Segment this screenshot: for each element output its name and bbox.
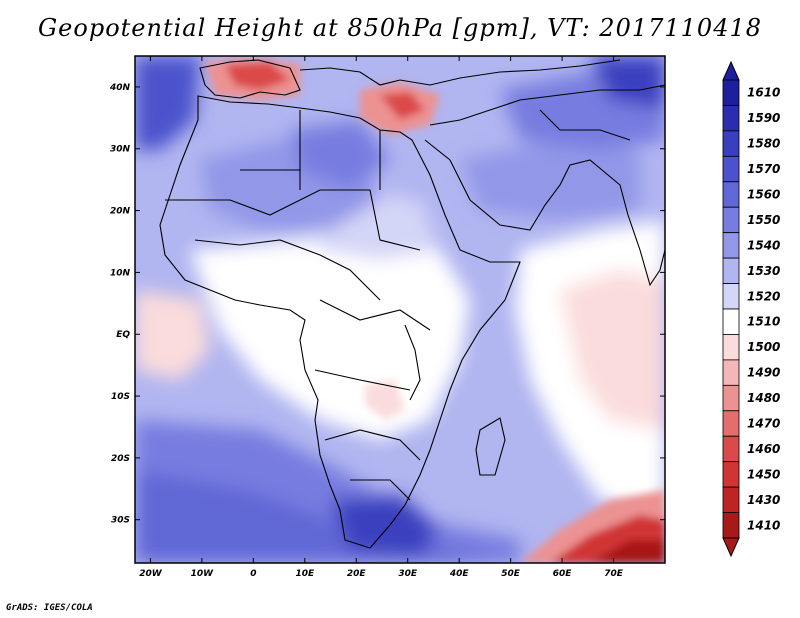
credit-text: GrADS: IGES/COLA bbox=[6, 603, 93, 613]
colorbar-label: 1570 bbox=[747, 162, 780, 176]
lat-axis: 40N 30N 20N 10N EQ 10S 20S 30S bbox=[109, 83, 665, 526]
lon-tick-label: 70E bbox=[604, 569, 624, 579]
lon-tick-label: 60E bbox=[553, 569, 573, 579]
plot-frame bbox=[134, 55, 666, 564]
lat-tick-label: 40N bbox=[109, 83, 131, 93]
colorbar-swatch bbox=[722, 486, 740, 513]
colorbar-label: 1530 bbox=[747, 264, 780, 278]
colorbar-swatch bbox=[722, 232, 740, 259]
lon-tick-label: 20E bbox=[347, 569, 367, 579]
colorbar-swatch bbox=[722, 410, 740, 437]
lat-tick-label: 20S bbox=[111, 454, 130, 464]
colorbar-label: 1550 bbox=[747, 213, 780, 227]
chart-title: Geopotential Height at 850hPa [gpm], VT:… bbox=[38, 14, 762, 42]
colorbar-swatch bbox=[722, 384, 740, 412]
colorbar-swatch bbox=[722, 257, 740, 284]
colorbar-label: 1480 bbox=[747, 391, 780, 405]
lon-tick-label: 50E bbox=[501, 569, 521, 579]
lon-tick-label: 20W bbox=[139, 569, 163, 579]
colorbar-swatch bbox=[722, 334, 740, 361]
colorbar-label: 1410 bbox=[747, 518, 780, 532]
colorbar-swatch bbox=[722, 359, 740, 386]
colorbar-swatch bbox=[722, 181, 740, 208]
colorbar-label: 1490 bbox=[747, 366, 780, 380]
lon-tick-label: 10W bbox=[191, 569, 215, 579]
lat-tick-label: 20N bbox=[110, 207, 131, 217]
colorbar-swatch bbox=[722, 79, 740, 106]
lat-tick-label: 10S bbox=[111, 392, 130, 402]
colorbar-swatch bbox=[722, 461, 740, 488]
colorbar-swatch bbox=[722, 206, 740, 234]
colorbar-swatch bbox=[722, 155, 740, 183]
colorbar-label: 1590 bbox=[747, 111, 780, 125]
lon-axis: 20W 10W 0 10E 20E 30E 40E 50E 60E 70E bbox=[139, 56, 624, 579]
lat-tick-label: 10N bbox=[110, 268, 131, 278]
colorbar-label: 1520 bbox=[747, 289, 780, 303]
coastlines bbox=[159, 59, 665, 549]
colorbar-label: 1460 bbox=[747, 442, 780, 456]
colorbar-swatch bbox=[722, 308, 740, 335]
colorbar-legend: 1610 1590 1580 1570 1560 1550 1540 1530 1520 1510… bbox=[722, 60, 780, 558]
colorbar-label: 1470 bbox=[747, 417, 780, 431]
colorbar-bottom-arrow bbox=[722, 537, 740, 558]
lat-tick-label: 30N bbox=[110, 145, 131, 155]
colorbar-label: 1500 bbox=[747, 340, 780, 354]
lon-tick-label: 10E bbox=[295, 569, 315, 579]
colorbar-top-arrow bbox=[722, 60, 740, 81]
lat-tick-label: EQ bbox=[116, 330, 130, 340]
colorbar-label: 1450 bbox=[747, 467, 780, 481]
colorbar-label: 1580 bbox=[747, 137, 780, 151]
colorbar-label: 1510 bbox=[747, 315, 780, 329]
colorbar-swatch bbox=[722, 105, 740, 132]
colorbar-swatch bbox=[722, 130, 740, 157]
lon-tick-label: 40E bbox=[449, 569, 470, 579]
lat-tick-label: 30S bbox=[111, 516, 130, 526]
colorbar-label: 1540 bbox=[747, 238, 780, 252]
colorbar-swatch bbox=[722, 435, 740, 463]
colorbar-swatch bbox=[722, 283, 740, 310]
colorbar-label: 1430 bbox=[747, 493, 780, 507]
colorbar-label: 1560 bbox=[747, 188, 780, 202]
colorbar-label: 1610 bbox=[747, 86, 780, 100]
colorbar-swatch bbox=[722, 512, 740, 539]
lon-tick-label: 0 bbox=[250, 569, 256, 579]
lon-tick-label: 30E bbox=[398, 569, 418, 579]
